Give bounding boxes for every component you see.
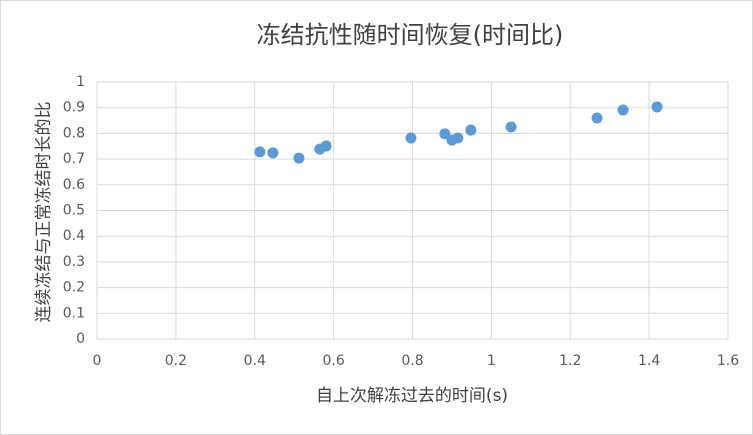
point xyxy=(591,112,603,124)
point xyxy=(267,147,279,159)
y-tick-label: 0.9 xyxy=(63,100,85,116)
x-tick-label: 0.4 xyxy=(244,353,266,369)
x-tick-label: 0.6 xyxy=(322,353,344,369)
x-tick-label: 1.2 xyxy=(559,353,581,369)
y-tick-label: 0.8 xyxy=(63,125,85,141)
x-tick-label: 1 xyxy=(487,353,496,369)
point xyxy=(405,132,417,144)
point xyxy=(254,146,266,158)
y-tick-label: 0.5 xyxy=(63,203,85,219)
point xyxy=(651,101,663,113)
point xyxy=(293,152,305,164)
chart-title: 冻结抗性随时间恢复(时间比) xyxy=(257,21,564,49)
x-tick-label: 1.4 xyxy=(638,353,660,369)
x-tick-label: 1.6 xyxy=(717,353,739,369)
y-tick-label: 0.7 xyxy=(63,151,85,167)
point xyxy=(465,124,477,136)
x-tick-label: 0.8 xyxy=(401,353,423,369)
y-tick-label: 0.1 xyxy=(63,305,85,321)
point xyxy=(439,128,451,140)
point xyxy=(452,132,464,144)
x-tick-label: 0.2 xyxy=(165,353,187,369)
y-tick-label: 0 xyxy=(76,331,85,347)
point xyxy=(617,104,629,116)
y-axis-label: 连续冻结与正常冻结时长的比 xyxy=(34,102,54,323)
y-tick-label: 0.2 xyxy=(63,280,85,296)
y-tick-label: 1 xyxy=(76,74,85,90)
point xyxy=(320,140,332,152)
y-tick-label: 0.6 xyxy=(63,177,85,193)
x-axis-label: 自上次解冻过去的时间(s) xyxy=(316,386,508,406)
x-tick-label: 0 xyxy=(93,353,102,369)
point xyxy=(505,121,517,133)
y-tick-label: 0.4 xyxy=(63,228,85,244)
y-tick-label: 0.3 xyxy=(63,254,85,270)
